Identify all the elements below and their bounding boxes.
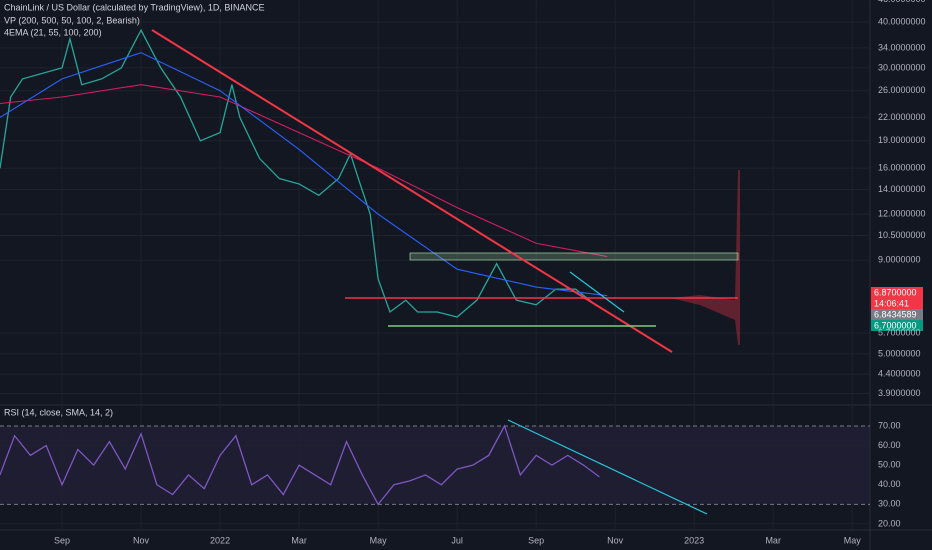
y-tick-label: 70.00 xyxy=(878,420,901,430)
indicator-label: VP (200, 500, 50, 100, 2, Bearish) xyxy=(4,15,140,25)
y-tick-label: 22.0000000 xyxy=(878,112,926,122)
y-tick-label: 19.0000000 xyxy=(878,135,926,145)
countdown-label: 14:06:41 xyxy=(874,298,909,308)
x-tick-label: Mar xyxy=(765,535,781,545)
series-line xyxy=(0,84,608,258)
price-tag-label: 6.7000000 xyxy=(874,320,917,330)
y-tick-label: 30.0000000 xyxy=(878,62,926,72)
y-tick-label: 46.0000000 xyxy=(878,0,926,4)
series-line xyxy=(0,52,608,297)
y-tick-label: 9.0000000 xyxy=(878,254,921,264)
x-tick-label: Sep xyxy=(54,535,70,545)
y-tick-label: 30.00 xyxy=(878,499,901,509)
y-tick-label: 14.0000000 xyxy=(878,184,926,194)
y-tick-label: 20.00 xyxy=(878,518,901,528)
y-tick-label: 40.00 xyxy=(878,479,901,489)
resistance-zone xyxy=(409,252,739,261)
rsi-trend-line xyxy=(507,419,708,515)
price-tag xyxy=(871,309,923,320)
y-tick-label: 4.4000000 xyxy=(878,369,921,379)
x-tick-label: May xyxy=(370,535,388,545)
y-tick-label: 3.9000000 xyxy=(878,388,921,398)
x-tick-label: Jul xyxy=(451,535,463,545)
price-tag-label: 6.8434589 xyxy=(874,309,917,319)
y-tick-label: 12.0000000 xyxy=(878,209,926,219)
volume-profile xyxy=(670,170,740,345)
x-tick-label: May xyxy=(844,535,862,545)
price-tag-label: 6.8700000 xyxy=(874,287,917,297)
x-tick-label: Mar xyxy=(291,535,307,545)
plot xyxy=(0,0,870,530)
y-tick-label: 10.5000000 xyxy=(878,230,926,240)
rsi-title: RSI (14, close, SMA, 14, 2) xyxy=(4,407,113,417)
x-tick-label: Nov xyxy=(133,535,150,545)
y-tick-label: 16.0000000 xyxy=(878,163,926,173)
y-tick-label: 26.0000000 xyxy=(878,85,926,95)
y-tick-label: 5.0000000 xyxy=(878,348,921,358)
y-tick-label: 5.7000000 xyxy=(878,327,921,337)
y-tick-label: 40.0000000 xyxy=(878,16,926,26)
chart-title: ChainLink / US Dollar (calculated by Tra… xyxy=(4,2,264,12)
y-tick-label: 50.00 xyxy=(878,460,901,470)
y-tick-label: 34.0000000 xyxy=(878,42,926,52)
indicator-label: 4EMA (21, 55, 100, 200) xyxy=(4,27,102,37)
price-tag xyxy=(871,287,923,298)
x-tick-label: 2022 xyxy=(210,535,230,545)
trend-line xyxy=(569,271,625,313)
x-tick-label: 2023 xyxy=(684,535,704,545)
price-tag xyxy=(871,320,923,331)
x-tick-label: Sep xyxy=(528,535,544,545)
series-line xyxy=(0,424,600,506)
series-line xyxy=(0,28,596,318)
x-tick-label: Nov xyxy=(607,535,624,545)
y-tick-label: 60.00 xyxy=(878,440,901,450)
price-tag xyxy=(871,298,923,309)
